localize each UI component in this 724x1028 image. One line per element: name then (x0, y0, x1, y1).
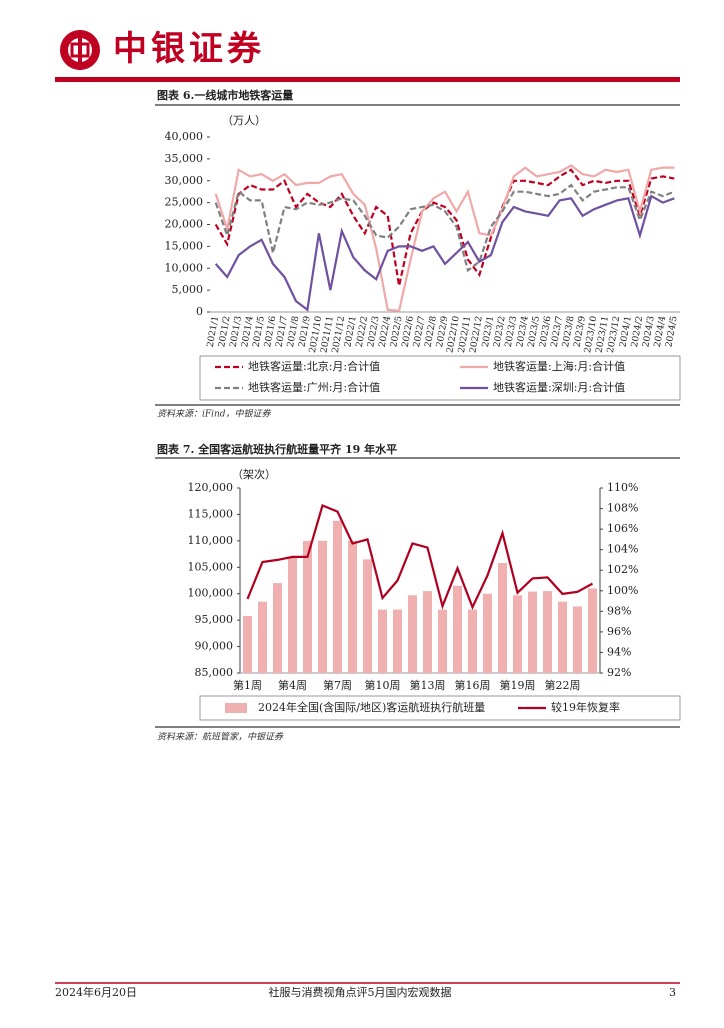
y2-tick-label: 98% (607, 604, 631, 617)
bar (438, 609, 447, 673)
bar (303, 540, 312, 673)
bar (318, 540, 327, 673)
x-tick-label: 第4周 (278, 678, 307, 692)
x-tick-label: 第22周 (545, 678, 581, 692)
footer-title: 社服与消费视角点评5月国内宏观数据 (269, 985, 452, 999)
line-series (246, 504, 594, 610)
source: 资料来源：航班管家，中银证券 (157, 732, 284, 743)
bar (363, 559, 372, 673)
legend-label: 地铁客运量:广州:月:合计值 (248, 380, 380, 394)
axis-unit: （万人） (222, 114, 266, 127)
y2-tick-label: 106% (607, 522, 638, 535)
y-tick-label: 100,000 (188, 587, 234, 600)
x-tick-label: 第1周 (233, 678, 262, 692)
legend-label: 较19年恢复率 (551, 700, 620, 714)
figure-title: 图表 6.一线城市地铁客运量 (157, 88, 293, 102)
y-tick-label: 85,000 (195, 666, 234, 679)
bar (393, 609, 402, 673)
bar (423, 591, 432, 673)
header-rule (55, 77, 680, 82)
bar (348, 540, 357, 673)
y-tick-label: 15,000 (165, 239, 204, 252)
y-tick-label: 40,000 (165, 130, 204, 143)
y2-tick-label: 102% (607, 563, 638, 576)
bar (333, 520, 342, 673)
x-tick-label: 第10周 (365, 678, 401, 692)
bar (558, 601, 567, 673)
y2-tick-label: 92% (607, 666, 631, 679)
legend-label: 地铁客运量:上海:月:合计值 (493, 359, 625, 373)
bar (453, 585, 462, 673)
source: 资料来源：iFind，中银证券 (157, 409, 272, 420)
y2-tick-label: 108% (607, 502, 638, 515)
legend-label: 2024年全国(含国际/地区)客运航班执行航班量 (258, 700, 485, 714)
figure-title: 图表 7. 全国客运航班执行航班量平齐 19 年水平 (157, 442, 397, 456)
legend-box (199, 355, 681, 401)
bar (483, 593, 492, 673)
legend-label: 地铁客运量:深圳:月:合计值 (493, 380, 625, 394)
y-tick-label: 0 (196, 305, 203, 318)
y2-tick-label: 110% (607, 481, 638, 494)
y-tick-label: 10,000 (165, 261, 204, 274)
line-series (214, 168, 675, 287)
y-tick-label: 25,000 (165, 196, 204, 209)
y-tick-label: 35,000 (165, 152, 204, 165)
y2-tick-label: 94% (607, 645, 631, 658)
bar (288, 556, 297, 673)
footer-date: 2024年6月20日 (55, 985, 137, 999)
bar (468, 609, 477, 673)
y-tick-label: 5,000 (172, 283, 204, 296)
legend-box (199, 695, 681, 721)
y-tick-label: 120,000 (188, 481, 234, 494)
bar (513, 595, 522, 673)
y-tick-label: 90,000 (195, 640, 234, 653)
bar (528, 591, 537, 673)
bar (273, 583, 282, 673)
bar (408, 595, 417, 673)
x-tick-label: 第16周 (455, 678, 491, 692)
legend-swatch (225, 703, 247, 713)
x-tick-label: 第7周 (323, 678, 352, 692)
x-tick-label: 第13周 (410, 678, 446, 692)
bar (258, 601, 267, 673)
y2-tick-label: 100% (607, 584, 638, 597)
bar (588, 588, 597, 673)
legend-label: 地铁客运量:北京:月:合计值 (248, 359, 380, 373)
logo (60, 30, 100, 70)
y-tick-label: 95,000 (195, 613, 234, 626)
line-series (214, 183, 675, 273)
bar (378, 609, 387, 673)
y2-tick-label: 96% (607, 625, 631, 638)
bar (543, 591, 552, 673)
y-tick-label: 105,000 (188, 560, 234, 573)
y-tick-label: 20,000 (165, 218, 204, 231)
line-series (214, 194, 675, 312)
y-tick-label: 110,000 (188, 534, 234, 547)
bar (573, 606, 582, 673)
page-number: 3 (669, 986, 676, 999)
y2-tick-label: 104% (607, 543, 638, 556)
y-tick-label: 30,000 (165, 174, 204, 187)
line-series (214, 164, 675, 312)
brand: 中银证券 (113, 29, 265, 69)
x-tick-label: 第19周 (500, 678, 536, 692)
bar (243, 615, 252, 673)
bar (498, 563, 507, 673)
axis-unit: （架次） (232, 467, 276, 481)
y-tick-label: 115,000 (188, 507, 234, 520)
